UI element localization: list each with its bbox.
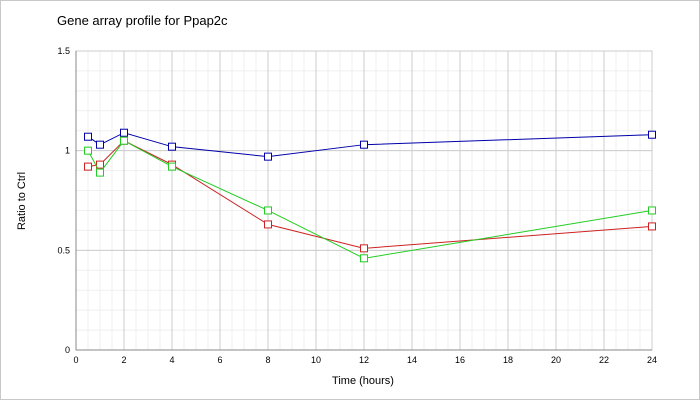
data-point-marker <box>360 254 368 263</box>
data-point-marker <box>360 140 368 149</box>
x-tick-label: 24 <box>647 355 657 365</box>
y-tick-label: 0 <box>65 345 70 355</box>
x-tick-label: 0 <box>73 355 78 365</box>
x-axis-label: Time (hours) <box>332 375 394 387</box>
data-point-marker <box>264 206 272 215</box>
x-tick-label: 8 <box>265 355 270 365</box>
x-tick-label: 16 <box>455 355 465 365</box>
data-point-marker <box>168 142 176 151</box>
y-axis-label: Ratio to Ctrl <box>16 172 28 230</box>
data-point-marker <box>96 160 104 169</box>
series-1 <box>84 128 656 161</box>
data-point-marker <box>648 222 656 231</box>
data-point-marker <box>648 206 656 215</box>
chart-title: Gene array profile for Ppap2c <box>57 13 228 28</box>
x-tick-label: 2 <box>121 355 126 365</box>
grid <box>75 50 653 351</box>
data-point-marker <box>96 140 104 149</box>
data-point-marker <box>168 162 176 171</box>
series-3 <box>84 136 656 263</box>
x-tick-label: 6 <box>217 355 222 365</box>
data-point-marker <box>648 130 656 139</box>
data-point-marker <box>360 244 368 253</box>
data-point-marker <box>264 152 272 161</box>
y-tick-label: 1 <box>65 146 70 156</box>
data-point-marker <box>84 132 92 141</box>
axes <box>75 51 652 351</box>
x-tick-label: 20 <box>551 355 561 365</box>
x-tick-label: 18 <box>503 355 513 365</box>
y-tick-label: 1.5 <box>57 46 70 56</box>
x-tick-label: 14 <box>407 355 417 365</box>
data-point-marker <box>120 136 128 145</box>
x-tick-label: 10 <box>311 355 321 365</box>
x-tick-label: 22 <box>599 355 609 365</box>
x-tick-label: 12 <box>359 355 369 365</box>
series-layer <box>84 128 656 263</box>
x-tick-label: 4 <box>169 355 174 365</box>
data-point-marker <box>120 128 128 137</box>
y-tick-label: 0.5 <box>57 245 70 255</box>
data-point-marker <box>84 146 92 155</box>
data-point-marker <box>264 220 272 229</box>
data-point-marker <box>96 168 104 177</box>
data-point-marker <box>84 162 92 171</box>
